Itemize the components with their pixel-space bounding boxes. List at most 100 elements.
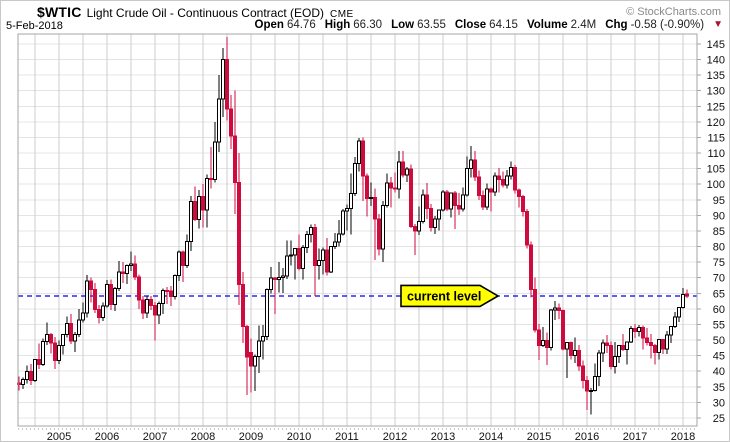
quote-open: Open 64.76 [254,19,316,31]
candle [497,168,501,193]
candle [309,224,313,243]
candle [325,238,329,276]
candle [525,209,529,249]
x-axis-year-label: 2011 [335,431,359,442]
candle [541,326,545,347]
candle [45,322,49,345]
x-axis-year-label: 2010 [287,431,311,442]
candle [341,208,345,236]
quote-low: Low 63.55 [391,19,446,31]
candle [433,216,437,234]
x-axis-year-label: 2013 [431,431,455,442]
candle [257,325,261,374]
candle [265,288,269,341]
change-down-icon: ▼ [713,19,723,30]
candle [169,286,173,306]
candle [133,255,137,280]
candle [237,153,241,305]
candle [457,192,461,216]
candle [153,302,157,341]
candle [345,204,349,231]
candle [437,209,441,231]
candle [149,296,153,311]
x-axis-year-label: 2014 [479,431,503,442]
candle [405,167,409,183]
candle [277,262,281,293]
candle [409,164,413,229]
candle [261,325,265,360]
candle [365,173,369,217]
candle [537,324,541,361]
candle [473,150,477,181]
candle [57,340,61,365]
candle [161,288,165,314]
candle [201,183,205,228]
candle [577,345,581,372]
candle [489,187,493,212]
candle [205,174,209,228]
candle [641,325,645,350]
candle [513,165,517,194]
x-axis-year-label: 2016 [575,431,599,442]
candle [233,90,237,214]
candle [97,305,101,324]
quote-close: Close 64.15 [454,19,518,31]
candle [193,186,197,222]
candle [117,260,121,291]
candle [157,301,161,325]
candle [661,338,665,354]
y-axis-label: 90 [713,210,725,222]
y-axis-label: 60 [713,304,725,316]
candle [453,191,457,230]
x-axis: 2005 2006 2007 2008 2009 2010 2011 2012 2013 2014… [18,428,697,442]
candle [165,287,169,304]
candle [357,138,361,172]
candle [417,206,421,236]
candle [37,343,41,369]
candle [241,272,245,344]
candle [329,245,333,273]
candle [609,341,613,370]
candle [289,240,293,266]
candle [649,333,653,359]
y-axis-label: 130 [707,86,725,98]
candle [653,343,657,365]
candle [557,303,561,319]
y-axis-label: 135 [707,70,725,82]
candle [485,183,489,210]
candle [293,247,297,280]
candle [189,196,193,251]
candle [429,203,433,232]
candle [245,324,249,395]
candle [225,36,229,121]
candle [273,276,277,315]
y-axis-label: 35 [713,382,725,394]
chart-date: 5-Feb-2018 [6,20,63,32]
candle [101,302,105,322]
y-axis-label: 105 [707,164,725,176]
candle [445,190,449,212]
candle [353,156,357,197]
candle [421,189,425,224]
quote-strip: Open 64.76 High 66.30 Low 63.55 Close 64.15 … [251,19,723,31]
instrument-title: Light Crude Oil - Continuous Contract (E… [86,6,324,20]
candle [401,151,405,178]
candle [105,280,109,308]
candle [333,232,337,249]
quote-change: Chg -0.58 (-0.90%) [605,19,705,31]
candle [49,332,53,354]
candle [69,314,73,344]
candle [253,354,257,392]
candle [501,171,505,188]
candle [517,188,521,208]
candle [677,307,681,323]
candle [553,300,557,320]
candle [505,170,509,189]
candle [269,267,273,294]
candle [529,241,533,298]
y-axis-label: 95 [713,195,725,207]
candle [625,341,629,365]
quote-volume: Volume 2.4M [526,19,597,31]
candle [621,334,625,351]
